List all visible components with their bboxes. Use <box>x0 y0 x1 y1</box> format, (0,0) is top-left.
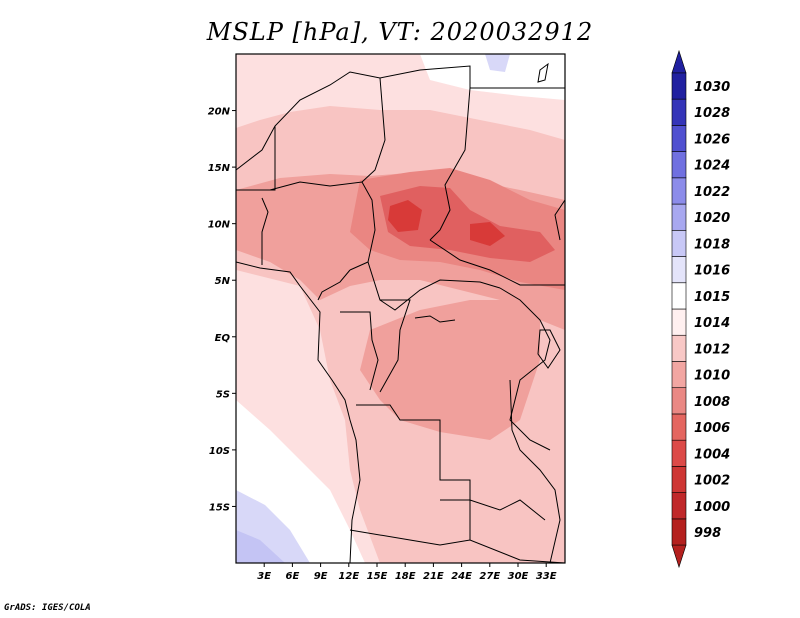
colorbar-label: 998 <box>694 526 721 541</box>
colorbar-segment <box>671 361 687 389</box>
x-tick-label: 6E <box>286 571 300 582</box>
x-tick-label: 15E <box>367 571 388 582</box>
border-east <box>499 287 551 451</box>
map-frame <box>235 53 566 564</box>
map-title: MSLP [hPa], VT: 2020032912 <box>206 18 594 46</box>
x-tick-label: 21E <box>423 571 444 582</box>
x-tick-label: 33E <box>536 571 557 582</box>
field-low-998-a <box>388 200 422 232</box>
colorbar-segment <box>671 177 687 205</box>
field-low-998-b <box>470 222 505 246</box>
colorbar-label: 1018 <box>694 237 730 252</box>
colorbar-segment <box>671 439 687 467</box>
x-tick-label: 3E <box>257 571 271 582</box>
colorbar-label: 1004 <box>694 447 730 462</box>
border-benin <box>261 197 269 265</box>
colorbar-segment <box>671 98 687 126</box>
colorbar-label: 1016 <box>694 264 730 279</box>
colorbar-label: 1006 <box>694 421 730 436</box>
border-chad-sudan <box>429 87 471 241</box>
pressure-field <box>236 54 565 563</box>
x-tick-label: 27E <box>479 571 500 582</box>
colorbar-segment <box>671 203 687 231</box>
x-tick-label: 12E <box>338 571 359 582</box>
coast-egypt <box>537 62 549 83</box>
colorbar-segment <box>671 125 687 152</box>
coastline-atlantic <box>236 261 361 563</box>
border-cameroon-w <box>317 269 351 301</box>
border-niger-chad <box>361 77 386 183</box>
colorbar-segment <box>671 256 687 284</box>
x-tick-label: 30E <box>508 571 529 582</box>
lake-victoria <box>537 329 561 369</box>
colorbar-label: 1024 <box>694 159 730 174</box>
x-tick-label: 9E <box>314 571 328 582</box>
colorbar-label: 1012 <box>694 342 730 357</box>
colorbar-label: 1002 <box>694 474 730 489</box>
colorbar: 998 1000 1002 1004 1006 1008 1010 1012 1014 1015 1… <box>671 49 730 569</box>
colorbar-label: 1015 <box>694 290 730 305</box>
field-central-1004 <box>380 186 555 262</box>
y-tick-label: 10N <box>208 220 231 231</box>
border-north <box>236 65 565 171</box>
colorbar-label: 1020 <box>694 211 730 226</box>
border-ethiopia <box>554 199 565 241</box>
colorbar-label: 1028 <box>694 106 730 121</box>
colorbar-label: 1022 <box>694 185 730 200</box>
colorbar-label: 1008 <box>694 395 730 410</box>
colorbar-top-arrow <box>671 49 687 74</box>
country-borders <box>236 62 565 563</box>
field-north-1016 <box>485 54 510 72</box>
colorbar-bottom-arrow <box>671 544 687 569</box>
colorbar-label: 1014 <box>694 316 730 331</box>
colorbar-segment <box>671 413 687 441</box>
y-tick-label: 5N <box>215 276 231 287</box>
border-congo <box>379 299 411 393</box>
colorbar-segment <box>671 466 687 493</box>
x-tick-label: 24E <box>451 571 472 582</box>
colorbar-segment <box>671 387 687 415</box>
border-zambia <box>440 499 546 521</box>
border-car-sudan <box>429 239 565 286</box>
colorbar-segment <box>671 334 687 362</box>
y-tick-label: 20N <box>208 107 231 118</box>
border-namibia <box>349 529 565 563</box>
lake-tanganyika <box>509 379 561 563</box>
colorbar-label: 1000 <box>694 500 730 515</box>
credit-text: GrADS: IGES/COLA <box>4 603 91 613</box>
border-mali <box>236 126 276 191</box>
axis-ticks: 20N 15N 10N 5N EQ 5S 10S 15S 3E 6E 9E 12E 15E 18E 21E 2… <box>208 107 557 582</box>
river-congo <box>414 315 456 323</box>
x-tick-label: 18E <box>395 571 416 582</box>
colorbar-segment <box>671 308 687 336</box>
colorbar-label: 1010 <box>694 369 730 384</box>
y-tick-label: 15N <box>208 163 231 174</box>
colorbar-segment <box>671 282 687 310</box>
colorbar-label: 1030 <box>694 80 730 95</box>
border-angola-drc <box>356 404 471 540</box>
colorbar-segment <box>671 229 687 257</box>
colorbar-segment <box>671 492 687 520</box>
border-gabon <box>340 311 379 391</box>
field-atlantic-1018 <box>236 530 285 563</box>
colorbar-segment <box>671 518 687 546</box>
colorbar-segment <box>671 151 687 179</box>
y-tick-label: EQ <box>215 333 231 344</box>
y-tick-label: 5S <box>216 389 230 400</box>
colorbar-label: 1026 <box>694 132 730 147</box>
field-congo-1008 <box>360 300 540 440</box>
y-tick-label: 10S <box>209 446 230 457</box>
border-nigeria <box>269 181 376 271</box>
colorbar-segment <box>671 72 687 100</box>
y-tick-label: 15S <box>209 502 230 513</box>
